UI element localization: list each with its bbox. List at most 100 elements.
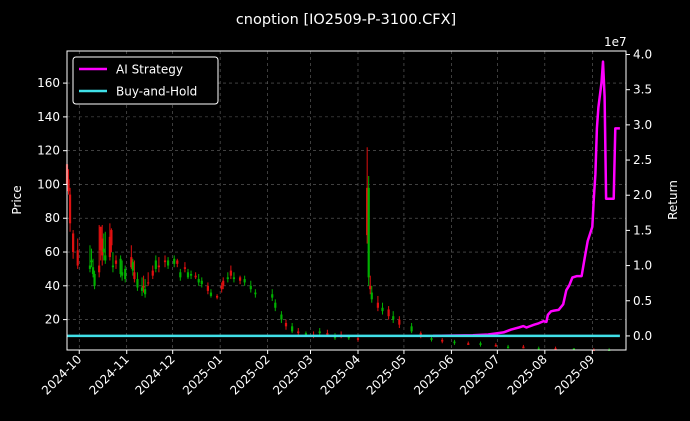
candle-body — [163, 260, 167, 263]
candle-body — [304, 333, 308, 335]
legend-label-ai-strategy: AI Strategy — [116, 63, 183, 77]
candle-body — [243, 279, 246, 283]
candle-body — [376, 302, 379, 308]
y2-tick-label: 3.0 — [633, 118, 652, 132]
candle-body — [151, 270, 154, 276]
legend-box — [72, 56, 219, 105]
candle-body — [215, 295, 219, 298]
candle-body — [131, 262, 134, 271]
y2-tick-label: 2.5 — [633, 153, 652, 167]
candle-body — [136, 279, 139, 288]
candle-body — [326, 333, 329, 335]
x-tick-label: 2025-04 — [318, 352, 363, 397]
y-axis-title: Price — [10, 185, 24, 214]
x-tick-label: 2025-03 — [270, 352, 315, 397]
candle-body — [238, 277, 242, 281]
candle-body — [410, 326, 413, 332]
y-tick-label: 120 — [37, 144, 60, 158]
candle-body — [284, 322, 288, 327]
candle-body — [430, 338, 433, 340]
y-axis-right: 0.0 0.5 1.0 1.5 2.0 2.5 3.0 3.5 4.0 — [626, 48, 652, 343]
candle-body — [280, 314, 283, 320]
legend: AI Strategy Buy-and-Hold — [72, 56, 219, 105]
candle-body — [101, 238, 104, 256]
candle-body — [522, 346, 525, 349]
candle-body — [179, 272, 182, 278]
candle-body — [271, 294, 274, 298]
plot-frame — [66, 50, 627, 351]
candle-body — [68, 194, 72, 224]
candle-body — [186, 272, 190, 278]
candle-body — [154, 260, 157, 269]
chart-title: cnoption [IO2509-P-3100.CFX] — [236, 12, 456, 28]
candle-body — [111, 265, 115, 268]
candle-body — [130, 257, 133, 268]
y2-tick-label: 2.0 — [633, 188, 652, 202]
x-tick-label: 2024-12 — [132, 352, 177, 397]
candle-body — [554, 348, 557, 350]
candle-body — [173, 258, 176, 264]
x-tick-label: 2025-09 — [552, 352, 597, 397]
candle-body — [119, 258, 122, 274]
candle-body — [367, 187, 370, 278]
candle-body — [572, 348, 576, 350]
y2-axis-title: Return — [666, 180, 680, 220]
candle-body — [347, 336, 350, 339]
candle-body — [91, 267, 95, 274]
candle-body — [99, 226, 102, 251]
y2-tick-label: 0.5 — [633, 294, 652, 308]
candle-body — [197, 279, 200, 283]
candle-body — [183, 267, 187, 269]
x-tick-label: 2025-05 — [364, 352, 409, 397]
candle-body — [249, 285, 252, 290]
candle-body — [220, 285, 223, 290]
y-axis-left: 20 40 60 80 100 120 140 160 — [37, 76, 67, 327]
candle-body — [537, 348, 540, 350]
candle-body — [102, 248, 105, 253]
candle-body — [453, 341, 456, 344]
candle-body — [144, 289, 147, 295]
candle-body — [176, 260, 179, 264]
candle-body — [318, 331, 321, 334]
candle-body — [254, 292, 257, 295]
candle-body — [93, 273, 96, 286]
y-tick-label: 40 — [45, 279, 60, 293]
y2-tick-label: 1.5 — [633, 223, 652, 237]
candle-body — [98, 265, 101, 273]
candle-body — [76, 250, 79, 266]
candle-body — [72, 233, 75, 253]
candle-body — [110, 230, 113, 246]
y-tick-label: 60 — [45, 245, 60, 259]
y-tick-label: 100 — [37, 177, 60, 191]
x-tick-label: 2025-02 — [227, 352, 272, 397]
candle-body — [229, 270, 232, 276]
candle-body — [441, 339, 444, 342]
candle-body — [133, 272, 136, 280]
y-tick-label: 20 — [45, 313, 60, 327]
candle-body — [142, 285, 145, 288]
candle-body — [114, 260, 118, 264]
candle-body — [147, 282, 150, 284]
candle-body — [90, 260, 93, 263]
x-tick-label: 2024-10 — [39, 352, 84, 397]
candles — [65, 147, 611, 351]
candle-body — [381, 307, 384, 312]
candle-body — [398, 319, 401, 325]
candle-body — [369, 285, 372, 290]
y2-tick-label: 0.0 — [633, 329, 652, 343]
y-tick-label: 160 — [37, 76, 60, 90]
candle-body — [366, 187, 369, 236]
candle-body — [297, 331, 300, 334]
y2-multiplier: 1e7 — [604, 35, 627, 49]
candle-body — [157, 265, 160, 268]
candle-body — [206, 285, 209, 291]
candle-body — [232, 277, 236, 280]
x-tick-label: 2024-11 — [86, 352, 131, 397]
candle-body — [370, 292, 373, 300]
candle-body — [209, 292, 213, 296]
x-tick-label: 2025-08 — [505, 352, 550, 397]
candle-body — [166, 260, 170, 266]
candle-body — [494, 344, 497, 347]
y2-tick-label: 4.0 — [633, 48, 652, 62]
